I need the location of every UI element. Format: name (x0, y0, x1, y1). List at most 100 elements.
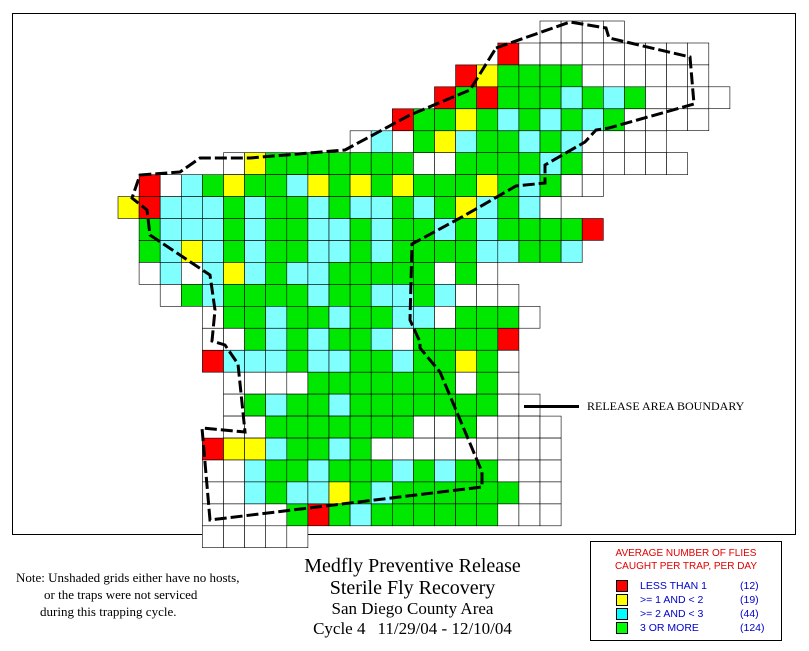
grid-cell (581, 64, 604, 88)
grid-cell (455, 108, 478, 132)
grid-cell (624, 130, 646, 154)
grid-cell (223, 305, 245, 329)
grid-cell (181, 262, 203, 285)
grid-cell (560, 64, 583, 88)
grid-cell (244, 305, 267, 329)
grid-cell (581, 174, 604, 197)
grid-cell (560, 86, 583, 110)
grid-cell (624, 86, 646, 110)
grid-cell (159, 262, 182, 285)
grid-cell (370, 327, 393, 351)
grid-cell (349, 393, 372, 417)
grid-cell (370, 305, 393, 329)
grid-cell (434, 305, 456, 329)
grid-cell (497, 130, 520, 154)
grid-cell (455, 196, 478, 219)
grid-cell (518, 42, 541, 66)
note-line-3: during this trapping cycle. (40, 604, 177, 619)
grid-cell (602, 64, 625, 88)
title-line-3: San Diego County Area (331, 599, 494, 618)
grid-cell (265, 305, 288, 329)
grid-cell (370, 196, 393, 219)
grid-cell (518, 503, 541, 527)
grid-cell (645, 130, 667, 154)
boundary-legend-label: RELEASE AREA BOUNDARY (587, 399, 745, 413)
grid-cell (518, 86, 541, 110)
grid-cell (497, 108, 520, 132)
grid-cell (391, 327, 414, 351)
grid-cell (328, 240, 351, 263)
grid-cell (539, 481, 562, 505)
grid-cell (497, 240, 520, 263)
grid-cell (223, 262, 245, 285)
grid-cell (244, 481, 267, 505)
grid-cell (286, 218, 309, 241)
grid-cell (223, 152, 245, 175)
grid-cell (518, 152, 541, 175)
grid-cell (434, 415, 456, 439)
legend-item-count: (44) (740, 608, 759, 620)
grid-cell (328, 262, 351, 285)
grid-cell (244, 327, 267, 351)
grid-cell (328, 393, 351, 417)
grid-cell (307, 262, 330, 285)
legend-header-2: CAUGHT PER TRAP, PER DAY (614, 561, 758, 572)
grid-cell (581, 86, 604, 110)
legend-item-yellow: >= 1 AND < 2 (19) (616, 594, 759, 606)
grid-cell (370, 284, 393, 307)
grid-cell (602, 130, 625, 154)
grid-cell (349, 437, 372, 461)
grid-cell (244, 415, 267, 439)
grid-cell (223, 415, 245, 439)
grid-cell (539, 196, 562, 219)
grid-cell (645, 86, 667, 110)
grid-cell (560, 108, 583, 132)
boundary-legend-line (524, 405, 579, 408)
grid-cell (497, 349, 520, 373)
legend-swatch (616, 594, 628, 606)
grid-cell (413, 371, 435, 395)
grid-cell (413, 174, 435, 197)
grid-cell (370, 503, 393, 527)
grid-cell (181, 174, 203, 197)
grid-cell (497, 284, 520, 307)
grid-cell (223, 459, 245, 483)
grid-cell (370, 371, 393, 395)
grid-cell (391, 174, 414, 197)
grid-cell (455, 262, 478, 285)
grid-cell (455, 240, 478, 263)
grid-cell (476, 196, 499, 219)
grid-cell (539, 218, 562, 241)
grid-cell (391, 437, 414, 461)
grid-cell (455, 349, 478, 373)
grid-cell (476, 240, 499, 263)
grid-cell (349, 503, 372, 527)
grid-cell (518, 415, 541, 439)
grid-cell (581, 152, 604, 175)
grid-cell (581, 218, 604, 241)
grid-cell (244, 240, 267, 263)
grid-cell (539, 503, 562, 527)
grid-cell (476, 503, 499, 527)
legend-header-1: AVERAGE NUMBER OF FLIES (615, 548, 757, 559)
grid-cell (349, 284, 372, 307)
grid-cell (497, 152, 520, 175)
grid-cell (349, 459, 372, 483)
grid-cell (202, 174, 224, 197)
grid-cell (328, 152, 351, 175)
grid-cell (286, 481, 309, 505)
grid-cell (286, 415, 309, 439)
grid-cell (286, 196, 309, 219)
legend-item-cyan: >= 2 AND < 3 (44) (616, 608, 759, 620)
grid-cell (370, 393, 393, 417)
grid-cell (434, 130, 456, 154)
grid-cell (244, 218, 267, 241)
grid-cell (434, 196, 456, 219)
grid-cell (434, 152, 456, 175)
grid-cell (223, 240, 245, 263)
grid-cell (349, 262, 372, 285)
grid-cell (497, 459, 520, 483)
grid-cell (349, 240, 372, 263)
grid-cell (223, 218, 245, 241)
grid-cell (265, 262, 288, 285)
